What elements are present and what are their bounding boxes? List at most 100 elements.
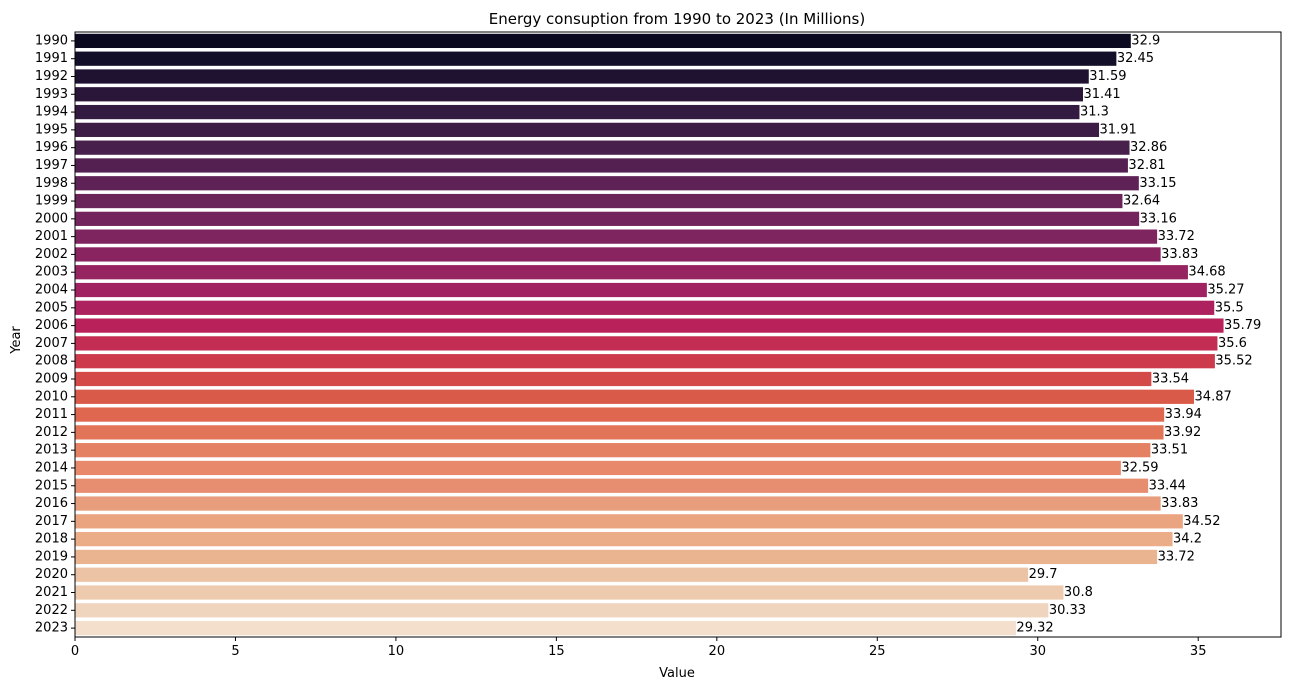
- bar-1996: [75, 140, 1130, 155]
- y-tick-label-1991: 1991: [35, 51, 68, 66]
- bar-2023: [75, 620, 1016, 636]
- bar-2009: [75, 371, 1152, 387]
- data-label-2022: 30.33: [1049, 603, 1086, 618]
- y-axis-ticks: 1990 1991 1992 1993 1994 1995 1996 1997 1998 1999…: [35, 33, 75, 636]
- y-tick-label-2018: 2018: [35, 532, 68, 547]
- y-tick-label-2009: 2009: [35, 371, 68, 386]
- y-tick-label-2010: 2010: [35, 389, 68, 404]
- bar-2019: [75, 549, 1158, 565]
- data-label-2021: 30.8: [1064, 585, 1093, 600]
- data-label-2016: 33.83: [1161, 496, 1198, 511]
- y-tick-label-1996: 1996: [35, 140, 68, 155]
- y-tick-label-2023: 2023: [35, 621, 68, 636]
- bar-2010: [75, 389, 1195, 404]
- bar-2008: [75, 354, 1215, 369]
- bar-2003: [75, 265, 1188, 280]
- y-tick-label-2019: 2019: [35, 549, 68, 564]
- x-tick-label-35: 35: [1190, 644, 1207, 659]
- data-label-2007: 35.6: [1218, 336, 1247, 351]
- data-label-2009: 33.54: [1152, 371, 1189, 386]
- bar-2001: [75, 229, 1158, 244]
- y-tick-label-1992: 1992: [35, 69, 68, 84]
- bar-2021: [75, 585, 1064, 600]
- data-label-2004: 35.27: [1207, 283, 1244, 298]
- data-label-2017: 34.52: [1183, 514, 1220, 529]
- data-label-2008: 35.52: [1215, 354, 1252, 369]
- y-tick-label-2003: 2003: [35, 265, 68, 280]
- x-tick-label-0: 0: [71, 644, 79, 659]
- bar-2018: [75, 532, 1173, 547]
- y-tick-label-2016: 2016: [35, 496, 68, 511]
- bar-1998: [75, 176, 1139, 191]
- bar-2012: [75, 425, 1164, 440]
- y-tick-label-1999: 1999: [35, 194, 68, 209]
- y-tick-label-2007: 2007: [35, 336, 68, 351]
- x-tick-label-5: 5: [231, 644, 239, 659]
- bar-1991: [75, 51, 1117, 66]
- data-label-1998: 33.15: [1139, 176, 1176, 191]
- data-label-2015: 33.44: [1149, 478, 1186, 493]
- y-tick-label-2006: 2006: [35, 318, 68, 333]
- bar-2017: [75, 514, 1183, 529]
- data-labels-group: 32.9 32.45 31.59 31.41 31.3 31.91 32.86 32.81 33…: [1016, 33, 1261, 635]
- y-tick-label-2021: 2021: [35, 585, 68, 600]
- chart-title: Energy consuption from 1990 to 2023 (In …: [489, 10, 865, 28]
- y-tick-label-2015: 2015: [35, 478, 68, 493]
- bar-1993: [75, 87, 1083, 102]
- y-tick-label-1998: 1998: [35, 176, 68, 191]
- data-label-2018: 34.2: [1173, 532, 1202, 547]
- y-tick-label-2000: 2000: [35, 211, 68, 226]
- bar-2013: [75, 443, 1151, 458]
- y-axis-label: Year: [9, 326, 24, 355]
- data-label-2002: 33.83: [1161, 247, 1198, 262]
- bar-2006: [75, 318, 1224, 333]
- plot-frame: [74, 31, 1282, 638]
- y-tick-label-1993: 1993: [35, 87, 68, 102]
- data-label-1991: 32.45: [1117, 51, 1154, 66]
- y-tick-label-2005: 2005: [35, 300, 68, 315]
- bar-1994: [75, 104, 1080, 120]
- data-label-2014: 32.59: [1121, 460, 1158, 475]
- data-label-2006: 35.79: [1224, 318, 1261, 333]
- data-label-1992: 31.59: [1089, 69, 1126, 84]
- y-tick-label-2002: 2002: [35, 247, 68, 262]
- x-tick-label-25: 25: [869, 644, 886, 659]
- bar-2020: [75, 567, 1029, 582]
- y-tick-label-2012: 2012: [35, 425, 68, 440]
- data-label-1990: 32.9: [1131, 33, 1160, 48]
- y-tick-label-2011: 2011: [35, 407, 68, 422]
- bar-2016: [75, 496, 1161, 511]
- y-tick-label-2008: 2008: [35, 354, 68, 369]
- bar-1997: [75, 158, 1128, 173]
- data-label-1997: 32.81: [1128, 158, 1165, 173]
- bars-group: [75, 33, 1224, 636]
- data-label-2020: 29.7: [1029, 567, 1058, 582]
- bar-2014: [75, 460, 1121, 476]
- data-label-1995: 31.91: [1100, 122, 1137, 137]
- data-label-2000: 33.16: [1140, 211, 1177, 226]
- x-tick-label-15: 15: [548, 644, 565, 659]
- y-tick-label-2013: 2013: [35, 443, 68, 458]
- y-tick-label-2022: 2022: [35, 603, 68, 618]
- data-label-2001: 33.72: [1158, 229, 1195, 244]
- bar-2011: [75, 407, 1165, 422]
- data-label-2013: 33.51: [1151, 443, 1188, 458]
- x-axis-ticks: 0 5 10 15 20 25 30 35: [71, 637, 1207, 659]
- y-tick-label-2017: 2017: [35, 514, 68, 529]
- bar-1995: [75, 122, 1100, 137]
- data-label-2003: 34.68: [1188, 265, 1225, 280]
- data-label-1994: 31.3: [1080, 105, 1109, 120]
- x-tick-label-20: 20: [709, 644, 726, 659]
- data-label-1993: 31.41: [1083, 87, 1120, 102]
- bar-1990: [75, 33, 1131, 49]
- data-label-2010: 34.87: [1195, 389, 1232, 404]
- bar-2022: [75, 603, 1049, 618]
- y-tick-label-2001: 2001: [35, 229, 68, 244]
- y-tick-label-2004: 2004: [35, 283, 68, 298]
- bar-2000: [75, 211, 1140, 226]
- bar-1999: [75, 193, 1123, 209]
- y-tick-label-1994: 1994: [35, 105, 68, 120]
- bar-2005: [75, 300, 1215, 315]
- bar-2015: [75, 478, 1149, 493]
